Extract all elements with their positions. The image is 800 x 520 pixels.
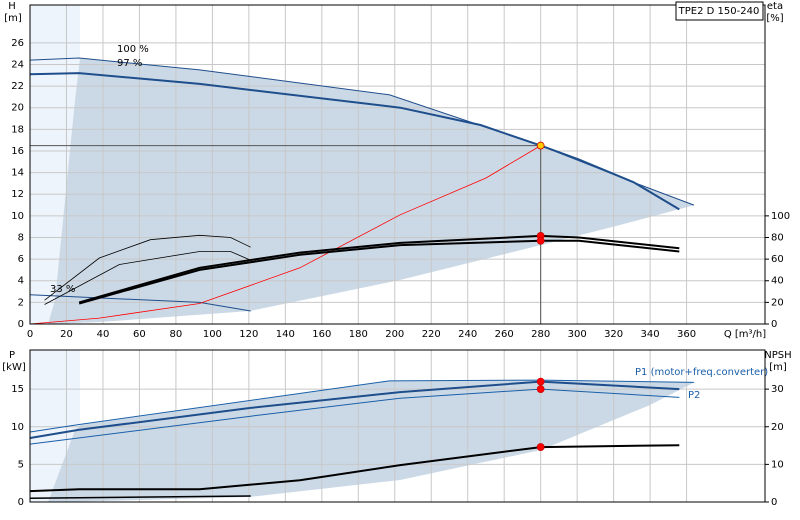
x-tick-label: 160: [312, 329, 331, 340]
x-tick-label: 220: [422, 329, 441, 340]
curve: [29, 380, 680, 439]
y2-axis-label: eta: [767, 1, 783, 12]
x-axis-label: Q [m³/h]: [724, 329, 766, 340]
y-tick-label: 12: [11, 189, 24, 200]
x-tick-label: 40: [97, 329, 110, 340]
operating-area: [48, 58, 695, 324]
x-tick-label: 300: [568, 329, 587, 340]
curve-label: P2: [688, 390, 700, 401]
frame-bottom: [29, 349, 766, 503]
operating-point: [536, 443, 545, 451]
y-tick-label: 6: [18, 254, 24, 265]
y2-tick-label: 20: [771, 297, 784, 308]
y2-tick-label: 0: [771, 319, 777, 330]
x-tick-label: 240: [458, 329, 477, 340]
y-axis-unit: [kW]: [2, 362, 26, 373]
y2-tick-label: 100: [771, 211, 790, 222]
y2-tick-label: 40: [771, 276, 784, 287]
curve: [44, 251, 251, 305]
curve: [78, 239, 680, 305]
y-axis-label: H: [8, 1, 16, 12]
y-tick-label: 0: [18, 497, 24, 508]
operating-point: [536, 236, 545, 245]
title-box: [675, 1, 764, 21]
y-tick-label: 2: [18, 297, 24, 308]
y-tick-label: 4: [18, 276, 24, 287]
x-tick-label: 180: [349, 329, 368, 340]
y2-axis-unit: [m]: [769, 362, 787, 373]
operating-point: [536, 377, 545, 386]
curve: [29, 495, 251, 499]
y2-tick-label: 60: [771, 254, 784, 265]
x-tick-label: 0: [27, 329, 33, 340]
x-tick-label: 20: [60, 329, 73, 340]
curve: [29, 72, 680, 211]
y2-axis-label: NPSH: [764, 350, 791, 361]
y2-tick-label: 30: [771, 384, 784, 395]
y-tick-label: 14: [11, 168, 24, 179]
curve-label: 97 %: [117, 58, 142, 69]
curve: [29, 145, 541, 325]
area-left: [30, 5, 80, 324]
y-tick-label: 16: [11, 146, 24, 157]
x-tick-label: 60: [133, 329, 146, 340]
y2-tick-label: 10: [771, 459, 784, 470]
y-tick-label: 26: [11, 38, 24, 49]
operating-point: [536, 385, 545, 394]
chart-title: TPE2 D 150-240: [678, 6, 760, 17]
x-tick-label: 140: [276, 329, 295, 340]
x-tick-label: 200: [385, 329, 404, 340]
y-tick-label: 10: [11, 422, 24, 433]
y-tick-label: 22: [11, 81, 24, 92]
y2-tick-label: 20: [771, 422, 784, 433]
x-tick-label: 260: [495, 329, 514, 340]
curve: [78, 234, 680, 304]
x-tick-label: 80: [170, 329, 183, 340]
x-tick-label: 320: [604, 329, 623, 340]
y-tick-label: 0: [18, 319, 24, 330]
x-tick-label: 120: [239, 329, 258, 340]
y2-tick-label: 80: [771, 232, 784, 243]
x-tick-label: 340: [641, 329, 660, 340]
y-axis-label: P: [9, 350, 15, 361]
x-tick-label: 280: [531, 329, 550, 340]
operating-point: [536, 141, 545, 150]
y-tick-label: 24: [11, 59, 24, 70]
y-tick-label: 8: [18, 232, 24, 243]
curve-label: P1 (motor+freq.converter): [635, 367, 768, 378]
y2-tick-label: 0: [771, 497, 777, 508]
y-tick-label: 15: [11, 384, 24, 395]
curve-label: 33 %: [50, 284, 75, 295]
curve: [44, 234, 251, 301]
y-tick-label: 20: [11, 103, 24, 114]
operating-area-bottom: [48, 380, 695, 502]
y-axis-unit: [m]: [4, 13, 22, 24]
curve: [29, 388, 680, 445]
frame-top: [29, 4, 766, 325]
x-tick-label: 360: [677, 329, 696, 340]
y-tick-label: 5: [18, 459, 24, 470]
y-tick-label: 10: [11, 211, 24, 222]
y-tick-label: 18: [11, 124, 24, 135]
curve: [29, 379, 694, 433]
curve: [29, 294, 251, 312]
x-tick-label: 100: [203, 329, 222, 340]
curve-label: 100 %: [117, 44, 149, 55]
y2-axis-unit: [%]: [766, 13, 783, 24]
